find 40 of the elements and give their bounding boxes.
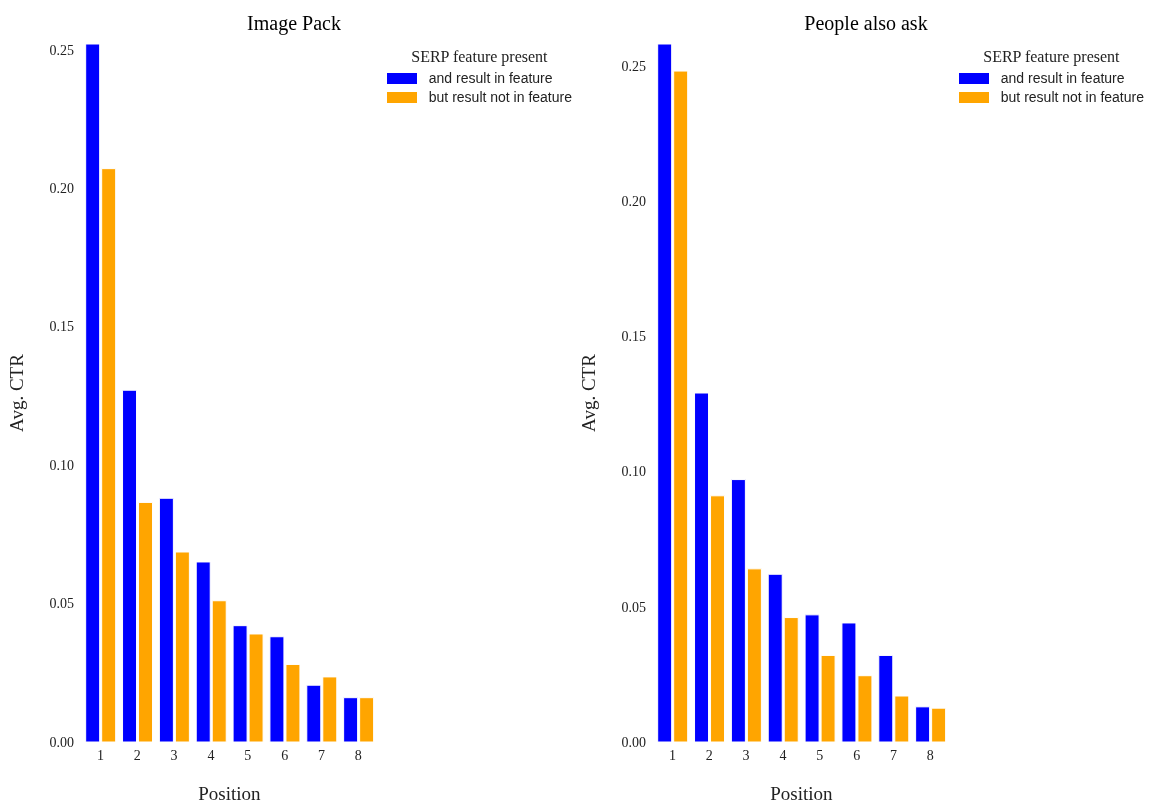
chart-title: People also ask: [803, 12, 929, 35]
legend-label: but result not in feature: [428, 89, 572, 105]
x-axis-title: Position: [770, 783, 834, 804]
x-tick-label: 7: [318, 747, 326, 763]
legend-title: SERP feature present: [410, 48, 549, 66]
y-tick-label: 0.15: [49, 319, 74, 335]
y-tick-label: 0.05: [49, 596, 74, 612]
x-axis-title: Position: [198, 783, 262, 804]
x-tick-label: 3: [170, 747, 178, 763]
y-tick-label: 0.10: [49, 457, 74, 473]
x-tick-label: 4: [207, 747, 215, 763]
x-tick-label: 5: [816, 747, 824, 763]
x-tick-label: 8: [354, 747, 362, 763]
y-tick-label: 0.25: [621, 58, 646, 74]
y-tick-label: 0.15: [621, 329, 646, 345]
legend-label: but result not in feature: [1000, 89, 1144, 105]
x-tick-label: 2: [133, 747, 141, 763]
x-tick-label: 1: [668, 747, 676, 763]
legend-label: and result in feature: [428, 70, 553, 86]
y-tick-label: 0.10: [621, 464, 646, 480]
x-tick-label: 7: [890, 747, 898, 763]
legend-title: SERP feature present: [982, 48, 1121, 66]
x-tick-label: 6: [853, 747, 861, 763]
chart-title: Image Pack: [246, 12, 342, 35]
y-tick-label: 0.00: [49, 734, 74, 750]
y-tick-label: 0.20: [621, 193, 646, 209]
x-tick-label: 3: [742, 747, 750, 763]
legend-label: and result in feature: [1000, 70, 1125, 86]
x-tick-label: 5: [244, 747, 252, 763]
x-tick-label: 1: [96, 747, 104, 763]
y-tick-label: 0.20: [49, 181, 74, 196]
x-tick-label: 4: [779, 747, 787, 763]
y-axis-title: Avg. CTR: [5, 353, 27, 432]
y-axis-title: Avg. CTR: [577, 353, 599, 432]
y-tick-label: 0.00: [621, 734, 646, 750]
x-tick-label: 8: [926, 747, 934, 763]
y-tick-label: 0.05: [621, 599, 646, 615]
x-tick-label: 6: [281, 747, 289, 763]
y-tick-label: 0.25: [49, 42, 74, 58]
x-tick-label: 2: [705, 747, 713, 763]
